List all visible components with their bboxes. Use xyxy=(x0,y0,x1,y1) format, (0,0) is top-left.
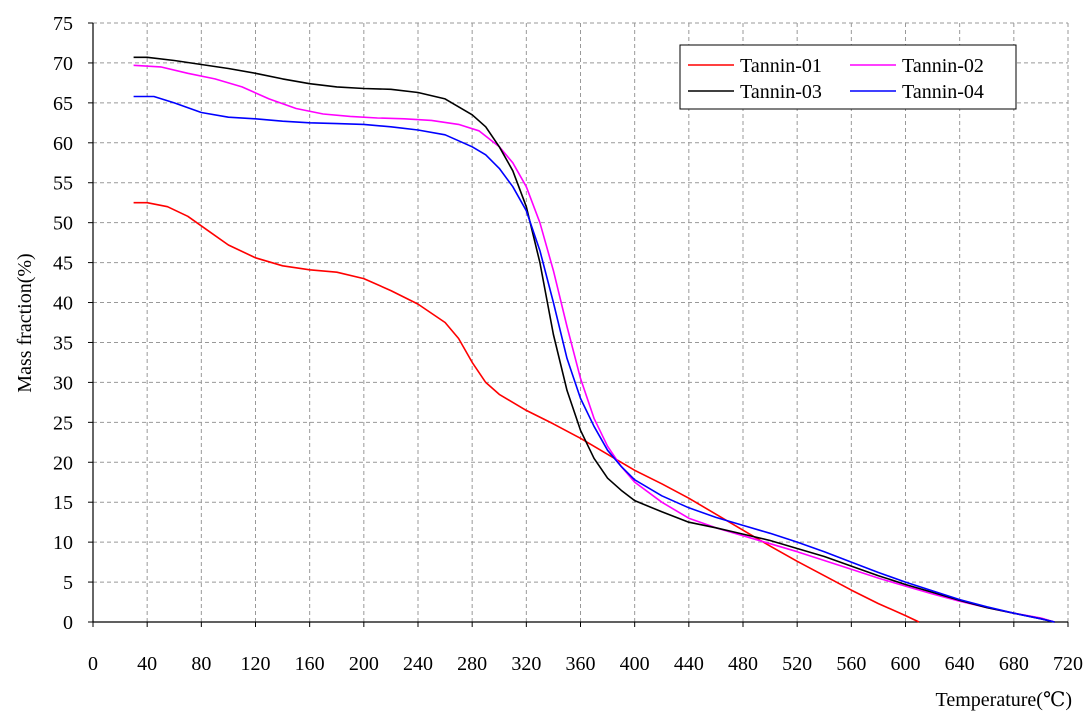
series-line-tannin-02 xyxy=(133,64,1055,623)
y-tick-label: 70 xyxy=(53,53,73,75)
grid-lines xyxy=(93,22,1069,622)
x-tick-label: 680 xyxy=(999,653,1029,675)
y-tick-label: 45 xyxy=(53,253,73,275)
y-tick-label: 0 xyxy=(63,612,73,634)
y-tick-label: 50 xyxy=(53,213,73,235)
y-tick-label: 15 xyxy=(53,492,73,514)
legend-label: Tannin-02 xyxy=(902,55,984,77)
x-tick-label: 280 xyxy=(457,653,487,675)
y-axis-label: Mass fraction(%) xyxy=(14,253,36,392)
legend-label: Tannin-03 xyxy=(740,81,822,103)
y-tick-label: 40 xyxy=(53,293,73,315)
x-tick-label: 320 xyxy=(511,653,541,675)
x-tick-label: 560 xyxy=(836,653,866,675)
data-series xyxy=(133,56,1055,623)
y-tick-label: 30 xyxy=(53,372,73,394)
legend-label: Tannin-01 xyxy=(740,55,822,77)
x-tick-label: 720 xyxy=(1053,653,1083,675)
x-tick-label: 160 xyxy=(295,653,325,675)
x-tick-label: 360 xyxy=(566,653,596,675)
x-tick-label: 80 xyxy=(191,653,211,675)
y-tick-label: 20 xyxy=(53,452,73,474)
legend-label: Tannin-04 xyxy=(902,81,984,103)
x-tick-label: 480 xyxy=(728,653,758,675)
x-tick-label: 600 xyxy=(891,653,921,675)
x-tick-label: 520 xyxy=(782,653,812,675)
y-tick-label: 5 xyxy=(63,572,73,594)
x-tick-label: 400 xyxy=(620,653,650,675)
y-tick-label: 60 xyxy=(53,133,73,155)
x-tick-label: 40 xyxy=(137,653,157,675)
y-tick-label: 75 xyxy=(53,13,73,35)
x-tick-label: 640 xyxy=(945,653,975,675)
x-tick-labels: 0 40 80 120 160 200 240 280 320 360 400 440 480 520 56… xyxy=(88,653,1083,675)
axes xyxy=(88,22,1069,627)
series-line-tannin-03 xyxy=(133,56,1055,623)
y-tick-label: 35 xyxy=(53,332,73,354)
legend-box xyxy=(679,44,1017,110)
series-line-tannin-01 xyxy=(133,201,920,623)
x-tick-label: 200 xyxy=(349,653,379,675)
y-tick-label: 55 xyxy=(53,173,73,195)
y-tick-labels: 0 5 10 15 20 25 30 35 40 45 50 55 60 65 70 75 xyxy=(53,13,73,634)
x-axis-label: Temperature(℃) xyxy=(936,689,1072,711)
x-tick-label: 0 xyxy=(88,653,98,675)
y-tick-label: 25 xyxy=(53,412,73,434)
y-tick-label: 10 xyxy=(53,532,73,554)
x-tick-label: 440 xyxy=(674,653,704,675)
x-tick-label: 120 xyxy=(241,653,271,675)
y-tick-label: 65 xyxy=(53,93,73,115)
series-line-tannin-04 xyxy=(133,95,1055,623)
x-tick-label: 240 xyxy=(403,653,433,675)
legend: Tannin-01 Tannin-02 Tannin-03 Tannin-04 xyxy=(679,44,1017,110)
